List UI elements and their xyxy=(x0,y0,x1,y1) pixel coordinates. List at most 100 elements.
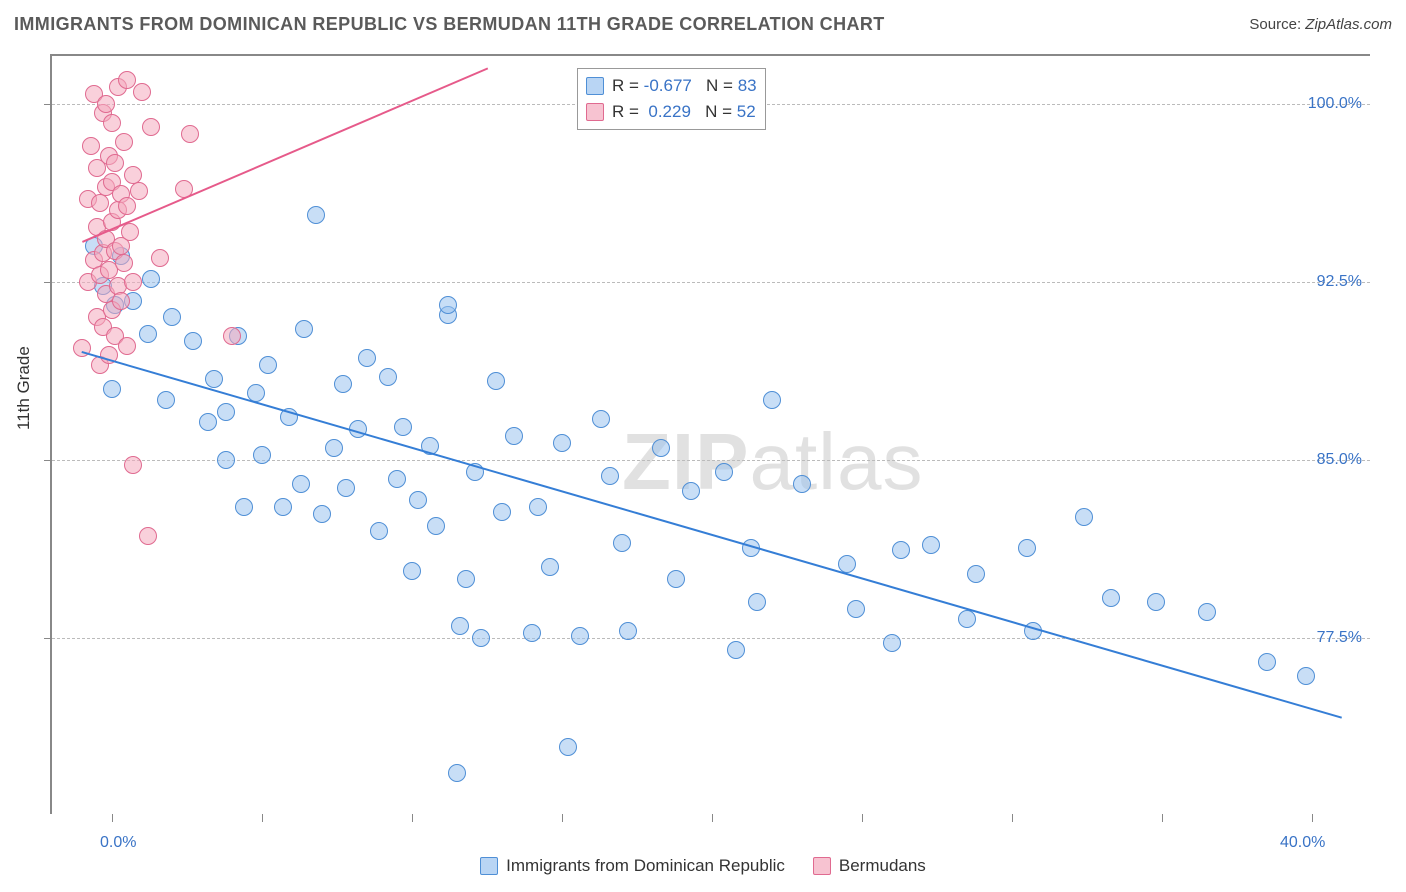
data-point xyxy=(1198,603,1216,621)
y-axis-tick xyxy=(44,282,52,283)
legend-label-pink: Bermudans xyxy=(839,856,926,876)
data-point xyxy=(727,641,745,659)
gridline xyxy=(52,460,1370,461)
data-point xyxy=(715,463,733,481)
data-point xyxy=(493,503,511,521)
x-axis-tick xyxy=(1312,814,1313,822)
data-point xyxy=(295,320,313,338)
trend-line xyxy=(81,351,1342,719)
data-point xyxy=(667,570,685,588)
data-point xyxy=(523,624,541,642)
watermark: ZIPatlas xyxy=(622,416,923,508)
data-point xyxy=(184,332,202,350)
data-point xyxy=(157,391,175,409)
data-point xyxy=(235,498,253,516)
data-point xyxy=(334,375,352,393)
data-point xyxy=(118,197,136,215)
watermark-rest: atlas xyxy=(749,417,923,506)
data-point xyxy=(958,610,976,628)
data-point xyxy=(103,114,121,132)
data-point xyxy=(394,418,412,436)
x-axis-tick xyxy=(112,814,113,822)
data-point xyxy=(133,83,151,101)
legend-text: R = -0.677 N = 83 xyxy=(612,73,757,99)
x-axis-min-label: 0.0% xyxy=(100,834,136,852)
data-point xyxy=(439,296,457,314)
data-point xyxy=(763,391,781,409)
data-point xyxy=(1147,593,1165,611)
chart-title: IMMIGRANTS FROM DOMINICAN REPUBLIC VS BE… xyxy=(14,14,885,34)
data-point xyxy=(457,570,475,588)
data-point xyxy=(1075,508,1093,526)
data-point xyxy=(553,434,571,452)
legend-label-blue: Immigrants from Dominican Republic xyxy=(506,856,785,876)
data-point xyxy=(682,482,700,500)
y-tick-label: 85.0% xyxy=(1317,451,1362,469)
data-point xyxy=(217,451,235,469)
data-point xyxy=(124,166,142,184)
gridline xyxy=(52,638,1370,639)
data-point xyxy=(199,413,217,431)
swatch-blue-icon xyxy=(586,77,604,95)
legend-text: R = 0.229 N = 52 xyxy=(612,99,756,125)
swatch-pink-icon xyxy=(813,857,831,875)
data-point xyxy=(529,498,547,516)
data-point xyxy=(472,629,490,647)
data-point xyxy=(115,254,133,272)
legend-item-blue: Immigrants from Dominican Republic xyxy=(480,856,785,876)
data-point xyxy=(139,325,157,343)
data-point xyxy=(292,475,310,493)
data-point xyxy=(358,349,376,367)
y-axis-tick xyxy=(44,638,52,639)
data-point xyxy=(124,456,142,474)
data-point xyxy=(922,536,940,554)
x-axis-tick xyxy=(262,814,263,822)
data-point xyxy=(451,617,469,635)
data-point xyxy=(748,593,766,611)
x-axis-tick xyxy=(1162,814,1163,822)
x-axis-tick xyxy=(712,814,713,822)
data-point xyxy=(370,522,388,540)
data-point xyxy=(1102,589,1120,607)
data-point xyxy=(613,534,631,552)
data-point xyxy=(163,308,181,326)
data-point xyxy=(409,491,427,509)
swatch-blue-icon xyxy=(480,857,498,875)
y-axis-title: 11th Grade xyxy=(14,346,34,430)
swatch-pink-icon xyxy=(586,103,604,121)
data-point xyxy=(121,223,139,241)
data-point xyxy=(217,403,235,421)
data-point xyxy=(97,95,115,113)
y-tick-label: 100.0% xyxy=(1308,95,1362,113)
source-value: ZipAtlas.com xyxy=(1305,16,1392,33)
data-point xyxy=(1258,653,1276,671)
data-point xyxy=(487,372,505,390)
data-point xyxy=(142,118,160,136)
x-axis-max-label: 40.0% xyxy=(1280,834,1325,852)
data-point xyxy=(619,622,637,640)
data-point xyxy=(427,517,445,535)
data-point xyxy=(118,337,136,355)
data-point xyxy=(967,565,985,583)
data-point xyxy=(505,427,523,445)
data-point xyxy=(883,634,901,652)
data-point xyxy=(1018,539,1036,557)
data-point xyxy=(559,738,577,756)
data-point xyxy=(592,410,610,428)
y-axis-tick xyxy=(44,104,52,105)
data-point xyxy=(325,439,343,457)
data-point xyxy=(223,327,241,345)
data-point xyxy=(124,273,142,291)
data-point xyxy=(337,479,355,497)
gridline xyxy=(52,282,1370,283)
data-point xyxy=(205,370,223,388)
data-point xyxy=(313,505,331,523)
data-point xyxy=(115,133,133,151)
source-label: Source: xyxy=(1249,16,1305,33)
legend-row: R = -0.677 N = 83 xyxy=(586,73,757,99)
data-point xyxy=(106,154,124,172)
data-point xyxy=(1297,667,1315,685)
x-axis-tick xyxy=(562,814,563,822)
data-point xyxy=(601,467,619,485)
data-point xyxy=(793,475,811,493)
